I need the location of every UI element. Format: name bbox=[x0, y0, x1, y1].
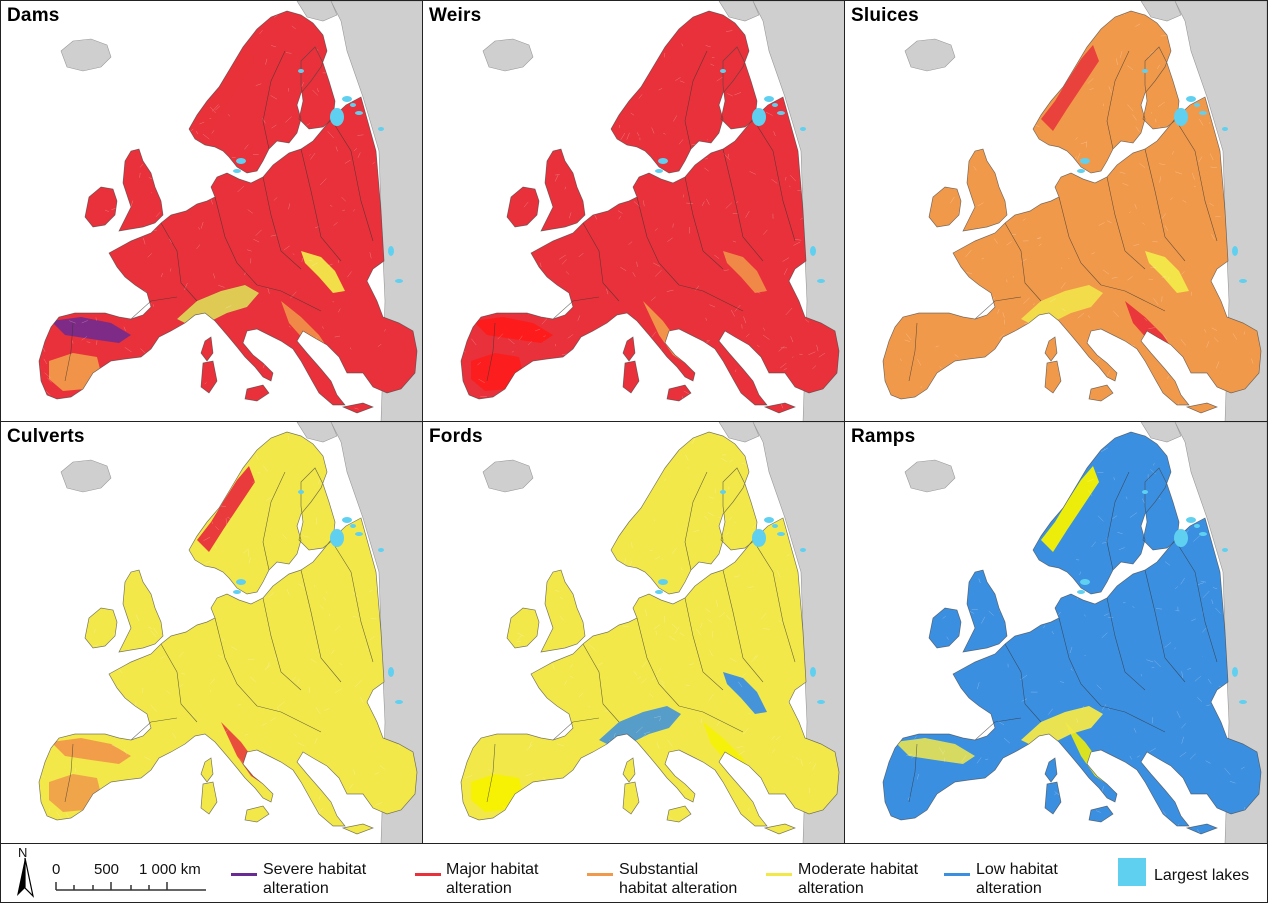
europe-map bbox=[845, 422, 1267, 844]
map-panel-weirs: Weirs bbox=[422, 0, 845, 422]
map-panel-ramps: Ramps bbox=[844, 421, 1268, 844]
map-panel-fords: Fords bbox=[422, 421, 845, 844]
map-grid: Dams Weirs Sluices Culverts Fords Ramps bbox=[0, 0, 1268, 843]
legend-line-low bbox=[944, 873, 970, 876]
panel-title: Ramps bbox=[851, 426, 915, 448]
legend-line-severe bbox=[231, 873, 257, 876]
alteration-patch-substantial bbox=[49, 353, 101, 391]
europe-map bbox=[1, 1, 423, 422]
europe-map bbox=[845, 1, 1267, 422]
iceland-land bbox=[61, 460, 111, 492]
iceland-land bbox=[483, 39, 533, 71]
europe-map bbox=[423, 422, 845, 844]
map-panel-sluices: Sluices bbox=[844, 0, 1268, 422]
iceland-land bbox=[61, 39, 111, 71]
legend-label-lakes: Largest lakes bbox=[1154, 866, 1249, 885]
scale-label-0: 0 bbox=[52, 861, 60, 878]
legend-line-major bbox=[415, 873, 441, 876]
map-panel-dams: Dams bbox=[0, 0, 423, 422]
panel-title: Weirs bbox=[429, 5, 481, 27]
alteration-patch-substantial bbox=[49, 774, 101, 812]
scale-bar bbox=[56, 882, 206, 890]
legend-line-substantial bbox=[587, 873, 613, 876]
panel-title: Fords bbox=[429, 426, 483, 448]
scale-label-1000km: 1 000 km bbox=[139, 861, 201, 878]
iceland-land bbox=[483, 460, 533, 492]
alteration-patch-moderate bbox=[471, 774, 523, 812]
alteration-patch-major bbox=[471, 353, 523, 391]
panel-title: Culverts bbox=[7, 426, 85, 448]
scale-label-500: 500 bbox=[94, 861, 119, 878]
legend-line-moderate bbox=[766, 873, 792, 876]
north-arrow-icon bbox=[17, 858, 33, 896]
north-label: N bbox=[18, 845, 27, 860]
panel-title: Sluices bbox=[851, 5, 919, 27]
europe-map bbox=[423, 1, 845, 422]
europe-map bbox=[1, 422, 423, 844]
panel-title: Dams bbox=[7, 5, 60, 27]
iceland-land bbox=[905, 39, 955, 71]
iceland-land bbox=[905, 460, 955, 492]
map-panel-culverts: Culverts bbox=[0, 421, 423, 844]
